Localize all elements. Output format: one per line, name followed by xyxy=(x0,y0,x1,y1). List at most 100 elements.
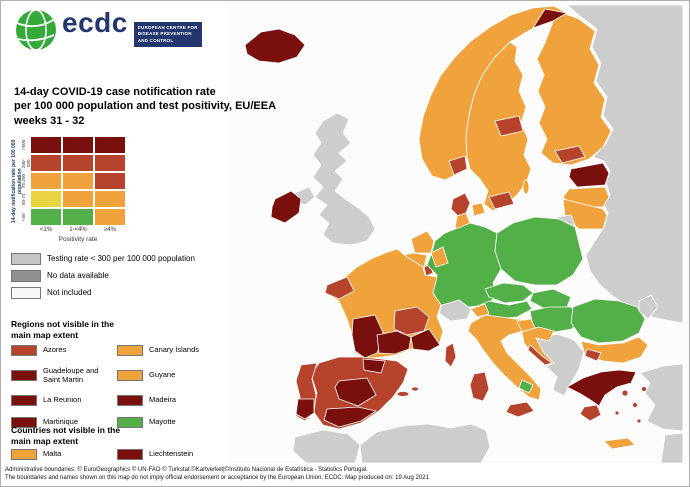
legend-item-liechtenstein: Liechtenstein xyxy=(117,449,229,460)
regions-section-heading: Regions not visible in the main map exte… xyxy=(11,319,114,341)
map-region-sardinia xyxy=(469,371,490,402)
legend-item-mayotte: Mayotte xyxy=(117,417,229,429)
title-line2: per 100 000 population and test positivi… xyxy=(14,100,277,113)
map-region-corsica xyxy=(444,342,457,368)
matrix-cell-r1c0 xyxy=(31,155,61,171)
legend-item-not-included: Not included xyxy=(11,287,195,299)
legend-label: Azores xyxy=(43,345,67,355)
map-region-levant xyxy=(660,432,684,463)
map-region-greek-island-1 xyxy=(621,389,629,397)
map-region-france-southeast xyxy=(410,328,441,352)
map-region-moldova xyxy=(638,294,659,320)
footer-line2: The boundaries and names shown on this m… xyxy=(5,475,429,482)
legend-label: Madeira xyxy=(149,395,177,405)
map-region-france-southwest xyxy=(351,314,385,359)
legend-y-axis-label: 14-day notification rate per 100 000 pop… xyxy=(11,139,23,223)
legend-swatch xyxy=(117,345,143,356)
map-region-iceland xyxy=(244,28,306,64)
legend-item-guyane: Guyane xyxy=(117,367,229,384)
legend-swatch xyxy=(117,417,143,429)
matrix-cell-r4c2 xyxy=(95,209,125,225)
matrix-x-tick: 1-<4% xyxy=(69,227,87,233)
ecdc-globe-icon xyxy=(16,9,56,51)
legend-label: Martinique xyxy=(43,417,79,427)
map-region-norway-oslo xyxy=(448,155,468,176)
ecdc-logo: ecdc EUROPEAN CENTRE FOR DISEASE PREVENT… xyxy=(15,9,202,51)
matrix-cell-r2c2 xyxy=(95,173,125,189)
matrix-cell-r1c1 xyxy=(63,155,93,171)
map-region-germany-west xyxy=(430,246,449,268)
matrix-cell-r3c0 xyxy=(31,191,61,207)
matrix-y-tick: >500 xyxy=(21,139,26,151)
map-region-balearic-2 xyxy=(411,386,419,392)
map-region-france-brittany xyxy=(324,276,355,300)
ecdc-org-name: EUROPEAN CENTRE FOR DISEASE PREVENTION A… xyxy=(133,22,202,47)
map-region-portugal-south xyxy=(295,398,315,420)
legend-label: No data available xyxy=(47,271,109,281)
map-region-sicily xyxy=(505,401,535,418)
map-region-finland-south xyxy=(554,145,586,164)
matrix-cell-r0c0 xyxy=(31,137,61,153)
map-region-greek-island-3 xyxy=(641,386,647,392)
title-line3: weeks 31 - 32 xyxy=(14,114,85,127)
legend-x-axis-label: Positivity rate xyxy=(58,236,98,243)
matrix-x-tick: ≥4% xyxy=(104,227,116,233)
bivariate-legend: 14-day notification rate per 100 000 pop… xyxy=(11,137,125,243)
map-region-italy xyxy=(467,314,542,401)
map-region-gotland xyxy=(522,179,530,195)
map-region-uk xyxy=(312,112,376,246)
legend-swatch xyxy=(11,253,41,265)
map-region-finland xyxy=(536,10,612,166)
legend-item-malta: Malta xyxy=(11,449,111,460)
legend-swatch xyxy=(11,370,37,382)
map-region-africa-center xyxy=(359,423,491,463)
matrix-grid xyxy=(31,137,125,225)
regions-legend: Azores Canary Islands Guadeloupe and Saint… xyxy=(11,345,229,433)
map-region-italy-south-green xyxy=(518,379,534,394)
legend-item-canary-islands: Canary Islands xyxy=(117,345,229,356)
legend-item-no-data-available: No data available xyxy=(11,270,195,282)
legend-swatch xyxy=(11,345,37,356)
matrix-cell-r0c1 xyxy=(63,137,93,153)
legend-label: Not included xyxy=(47,288,92,298)
map-region-spain-south xyxy=(323,406,378,428)
matrix-y-tick: 200-500 xyxy=(21,158,31,168)
map-title: 14-day COVID-19 case notification rate p… xyxy=(14,85,276,128)
matrix-x-tick: <1% xyxy=(39,227,53,233)
legend-matrix-block: <1% 1-<4% ≥4% Positivity rate xyxy=(31,137,125,243)
map-region-france-south xyxy=(376,330,412,355)
legend-item-madeira: Madeira xyxy=(117,395,229,407)
europe-map xyxy=(227,1,689,463)
map-region-ireland xyxy=(270,190,302,224)
title-line1: 14-day COVID-19 case notification rate xyxy=(14,86,216,98)
footer-line1: Administrative boundaries: © EuroGeograp… xyxy=(5,466,368,473)
legend-label: Canary Islands xyxy=(149,345,200,355)
matrix-cell-r2c0 xyxy=(31,173,61,189)
map-region-spain-center xyxy=(334,377,377,407)
matrix-cell-r1c2 xyxy=(95,155,125,171)
matrix-y-tick: 75-200 xyxy=(21,174,26,189)
map-region-netherlands xyxy=(410,230,435,254)
legend-item-guadeloupe-and-saint-martin: Guadeloupe and Saint Martin xyxy=(11,366,111,384)
matrix-cell-r4c1 xyxy=(63,209,93,225)
countries-section-heading: Countries not visible in the main map ex… xyxy=(11,425,121,447)
matrix-cell-r0c2 xyxy=(95,137,125,153)
legend-swatch xyxy=(11,270,41,282)
legend-x-ticks: <1% 1-<4% ≥4% xyxy=(31,227,125,233)
legend-label: Liechtenstein xyxy=(149,449,194,459)
legend-swatch xyxy=(11,417,37,429)
legend-swatch xyxy=(11,395,37,407)
map-region-greek-island-5 xyxy=(636,418,642,424)
legend-label: Malta xyxy=(43,449,62,459)
footer-attribution: Administrative boundaries: © EuroGeograp… xyxy=(5,466,689,483)
map-region-greek-island-4 xyxy=(614,410,620,416)
map-region-denmark-islands xyxy=(471,202,486,217)
legend-item-azores: Azores xyxy=(11,345,111,356)
map-region-sweden-central xyxy=(494,115,524,137)
legend-swatch xyxy=(11,449,37,460)
map-region-croatia-coast xyxy=(527,344,553,366)
legend-item-martinique: Martinique xyxy=(11,417,111,429)
legend-swatch xyxy=(117,370,143,382)
map-region-africa-west xyxy=(292,429,361,463)
matrix-y-tick: <50 xyxy=(21,213,26,221)
